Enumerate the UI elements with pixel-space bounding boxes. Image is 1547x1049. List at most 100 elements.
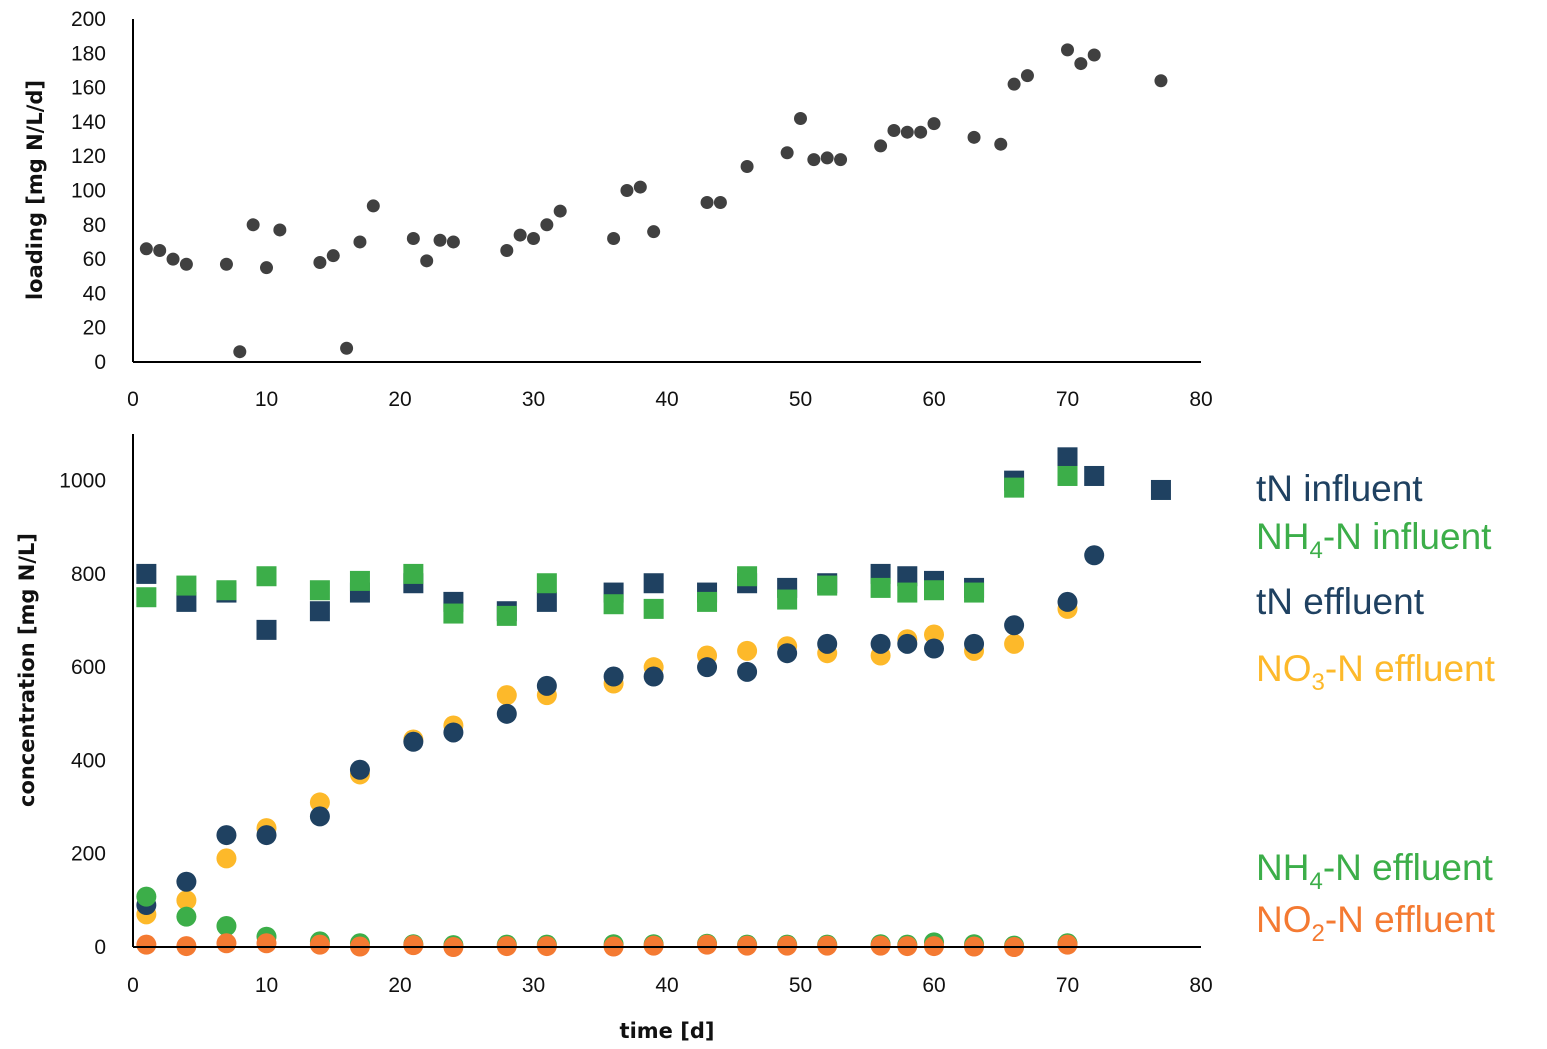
tn-effluent-point xyxy=(870,633,891,654)
legend-no3-effluent: NO3-N effluent xyxy=(1256,648,1496,696)
no2-n-effluent-point xyxy=(403,935,424,956)
nh4-n-influent-point xyxy=(737,566,758,587)
legend-nh4-effluent-subscript: 4 xyxy=(1309,868,1322,895)
loading-point xyxy=(406,232,420,246)
tn-effluent-point xyxy=(256,825,277,846)
nh4-n-influent-point xyxy=(176,575,197,596)
nh4-n-influent-point xyxy=(216,580,237,601)
loading-point xyxy=(780,146,794,160)
loading-point xyxy=(1074,57,1088,71)
loading-markers xyxy=(139,43,1168,359)
tn-influent-point xyxy=(536,591,557,612)
loading-point xyxy=(994,137,1008,151)
tn-influent-point xyxy=(1084,465,1105,486)
x-tick-label: 60 xyxy=(922,388,945,411)
loading-point xyxy=(513,228,527,242)
legend-no2-effluent-subscript: 2 xyxy=(1312,920,1325,947)
loading-point xyxy=(433,233,447,247)
loading-point xyxy=(794,111,807,125)
time-x-axis-title: time [d] xyxy=(620,1019,715,1043)
tn-influent-point xyxy=(176,591,197,612)
loading-plot: 0 20 40 60 80 100 120 140 160 180 200 0 10 20 30 40 50 6… xyxy=(23,8,1213,411)
loading-point xyxy=(820,151,834,165)
x-tick-label: 30 xyxy=(522,388,545,411)
nh4-n-influent-point xyxy=(443,603,464,624)
y-tick-label: 0 xyxy=(94,351,106,374)
nh4-n-influent-point xyxy=(536,573,557,594)
nh4-n-effluent-point xyxy=(136,886,157,907)
tn-effluent-point xyxy=(1057,591,1078,612)
no2-n-effluent-point xyxy=(1057,934,1078,955)
loading-point xyxy=(914,125,928,139)
tn-effluent-point xyxy=(737,661,758,682)
loading-point xyxy=(807,153,821,167)
legend-no2-effluent-suffix: -N effluent xyxy=(1325,899,1496,940)
loading-point xyxy=(326,249,340,263)
loading-point xyxy=(1007,77,1021,91)
y-tick-label: 200 xyxy=(71,8,106,31)
loading-point xyxy=(313,256,327,270)
loading-point xyxy=(700,196,714,210)
loading-point xyxy=(139,242,153,256)
nh4-n-influent-series xyxy=(136,465,1078,626)
loading-point xyxy=(874,139,888,153)
loading-point xyxy=(620,184,634,197)
y-tick-label: 180 xyxy=(71,42,106,65)
loading-point xyxy=(246,218,260,232)
tn-influent-point xyxy=(1057,447,1078,468)
y-tick-label: 600 xyxy=(71,656,106,679)
tn-effluent-series xyxy=(136,545,1105,916)
tn-effluent-point xyxy=(536,675,557,696)
tn-effluent-point xyxy=(349,759,370,780)
x-tick-label: 70 xyxy=(1056,974,1079,997)
loading-point xyxy=(219,257,233,271)
no2-n-effluent-point xyxy=(697,934,718,955)
tn-effluent-point xyxy=(443,722,464,743)
legend-nh4-influent-suffix: -N influent xyxy=(1323,516,1492,557)
loading-point xyxy=(887,123,901,137)
x-tick-label: 40 xyxy=(655,974,678,997)
loading-point xyxy=(633,180,647,194)
loading-point xyxy=(260,261,273,275)
x-tick-label: 20 xyxy=(388,974,411,997)
nh4-n-influent-point xyxy=(496,605,517,626)
loading-point xyxy=(353,235,367,249)
loading-point xyxy=(420,254,434,268)
no3-n-effluent-point xyxy=(309,792,330,813)
legend-tn-influent-label: tN influent xyxy=(1256,468,1423,509)
tn-influent-point xyxy=(643,573,664,594)
x-tick-label: 0 xyxy=(127,388,139,411)
x-tick-label: 10 xyxy=(255,974,278,997)
tn-effluent-point xyxy=(897,633,918,654)
y-tick-label: 20 xyxy=(83,317,106,340)
loading-point xyxy=(179,257,193,271)
legend-tn-effluent: tN effluent xyxy=(1256,581,1425,622)
no2-n-effluent-point xyxy=(870,935,891,956)
y-tick-label: 200 xyxy=(71,843,106,866)
nh4-n-influent-point xyxy=(603,594,624,615)
x-tick-label: 80 xyxy=(1189,974,1212,997)
loading-x-tick-labels: 0 10 20 30 40 50 60 70 80 xyxy=(127,388,1213,411)
y-tick-label: 400 xyxy=(71,749,106,772)
concentration-plot: 0 200 400 600 800 1000 0 10 20 30 40 50 60 70 80 conc… xyxy=(15,434,1213,1043)
nh4-n-influent-point xyxy=(777,589,798,610)
no2-n-effluent-series xyxy=(136,933,1078,957)
loading-point xyxy=(1087,48,1101,62)
legend-tn-influent: tN influent xyxy=(1256,468,1423,509)
concentration-y-axis-title: concentration [mg N/L] xyxy=(15,533,39,807)
legend-no3-effluent-subscript: 3 xyxy=(1312,669,1325,696)
y-tick-label: 100 xyxy=(71,180,106,203)
nh4-n-influent-point xyxy=(403,563,424,584)
x-tick-label: 30 xyxy=(522,974,545,997)
no3-n-effluent-point xyxy=(924,624,944,645)
nh4-n-influent-point xyxy=(643,598,664,619)
no2-n-effluent-point xyxy=(216,933,237,954)
tn-effluent-point xyxy=(403,731,424,752)
nh4-n-influent-point xyxy=(1004,477,1025,498)
legend-nh4-influent-prefix: NH xyxy=(1256,516,1309,557)
nh4-n-effluent-point xyxy=(216,916,237,937)
y-tick-label: 800 xyxy=(71,563,106,586)
no3-n-effluent-point xyxy=(1004,633,1025,654)
nh4-n-influent-point xyxy=(870,577,891,598)
